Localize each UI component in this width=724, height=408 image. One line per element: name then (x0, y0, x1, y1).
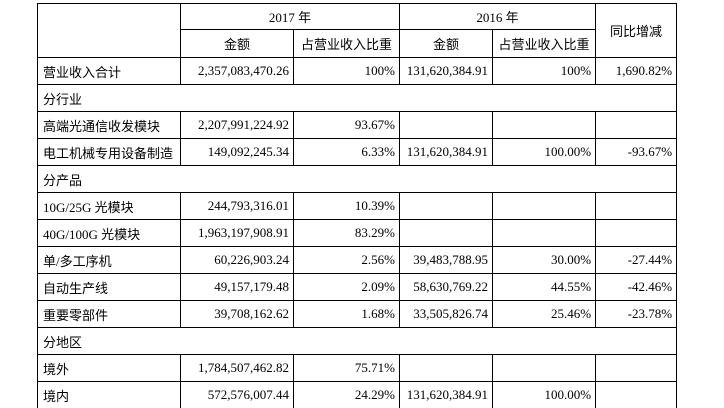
table-row: 自动生产线 49,157,179.48 2.09% 58,630,769.22 44.5… (37, 273, 678, 301)
proportion-2016-cell: 44.55% (492, 273, 597, 301)
row-label: 境内 (37, 381, 181, 408)
section-row: 分地区 (36, 327, 678, 355)
header-proportion-2017: 占营业收入比重 (292, 29, 401, 58)
header-row-years: 2017 年 2016 年 同比增减 (37, 3, 678, 58)
header-year-2017: 2017 年 (179, 3, 401, 30)
section-row: 分产品 (36, 165, 678, 193)
table-row: 40G/100G 光模块 1,963,197,908.91 83.29% (37, 219, 678, 247)
amount-2016-cell (399, 219, 494, 247)
proportion-2017-cell: 2.56% (292, 246, 401, 274)
amount-2016-cell: 33,505,826.74 (399, 300, 494, 328)
proportion-2017-cell: 6.33% (292, 138, 401, 166)
row-label: 营业收入合计 (37, 57, 181, 85)
proportion-2016-cell: 100% (492, 57, 597, 85)
table-body: 营业收入合计 2,357,083,470.26 100% 131,620,384.91… (36, 57, 678, 408)
amount-2017-cell: 2,207,991,224.92 (180, 111, 294, 139)
yoy-cell (595, 381, 678, 408)
row-label: 10G/25G 光模块 (37, 192, 181, 220)
table-row: 重要零部件 39,708,162.62 1.68% 33,505,826.74 25.4… (37, 300, 678, 328)
amount-2017-cell: 2,357,083,470.26 (180, 57, 294, 85)
table-row: 营业收入合计 2,357,083,470.26 100% 131,620,384.91… (37, 57, 678, 85)
proportion-2016-cell: 100.00% (492, 381, 597, 408)
amount-2016-cell: 131,620,384.91 (399, 138, 494, 166)
amount-2017-cell: 149,092,245.34 (180, 138, 294, 166)
proportion-2017-cell: 1.68% (292, 300, 401, 328)
section-label: 分行业 (36, 84, 678, 112)
proportion-2016-cell: 30.00% (492, 246, 597, 274)
header-row-metrics: 金额 占营业收入比重 金额 占营业收入比重 (38, 29, 677, 58)
table-row: 单/多工序机 60,226,903.24 2.56% 39,483,788.95 30.… (37, 246, 678, 274)
amount-2017-cell: 572,576,007.44 (180, 381, 294, 408)
amount-2016-cell (399, 354, 494, 382)
yoy-cell: -23.78% (595, 300, 678, 328)
amount-2017-cell: 1,784,507,462.82 (180, 354, 294, 382)
corner-cell (37, 3, 181, 58)
amount-2016-cell (399, 111, 494, 139)
proportion-2017-cell: 93.67% (292, 111, 401, 139)
row-label: 单/多工序机 (37, 246, 181, 274)
proportion-2016-cell (492, 192, 597, 220)
table-row: 境内 572,576,007.44 24.29% 131,620,384.91 100.… (37, 381, 678, 408)
amount-2017-cell: 60,226,903.24 (180, 246, 294, 274)
proportion-2017-cell: 100% (292, 57, 401, 85)
table-row: 境外 1,784,507,462.82 75.71% (37, 354, 678, 382)
amount-2017-cell: 1,963,197,908.91 (180, 219, 294, 247)
table-row: 电工机械专用设备制造 149,092,245.34 6.33% 131,620,384… (37, 138, 678, 166)
amount-2017-cell: 39,708,162.62 (180, 300, 294, 328)
yoy-cell: 1,690.82% (595, 57, 678, 85)
yoy-cell (595, 192, 678, 220)
proportion-2017-cell: 24.29% (292, 381, 401, 408)
proportion-2016-cell: 25.46% (492, 300, 597, 328)
proportion-2017-cell: 75.71% (292, 354, 401, 382)
yoy-cell (595, 354, 678, 382)
row-label: 自动生产线 (37, 273, 181, 301)
row-label: 高端光通信收发模块 (37, 111, 181, 139)
amount-2016-cell: 58,630,769.22 (399, 273, 494, 301)
proportion-2016-cell: 100.00% (492, 138, 597, 166)
section-label: 分地区 (36, 327, 678, 355)
yoy-cell (595, 219, 678, 247)
table-row: 高端光通信收发模块 2,207,991,224.92 93.67% (37, 111, 678, 139)
row-label: 电工机械专用设备制造 (37, 138, 181, 166)
proportion-2016-cell (492, 111, 597, 139)
proportion-2017-cell: 10.39% (292, 192, 401, 220)
header-proportion-2016: 占营业收入比重 (492, 29, 597, 58)
amount-2017-cell: 49,157,179.48 (180, 273, 294, 301)
yoy-cell: -93.67% (595, 138, 678, 166)
table-row: 10G/25G 光模块 244,793,316.01 10.39% (37, 192, 678, 220)
amount-2017-cell: 244,793,316.01 (180, 192, 294, 220)
row-label: 40G/100G 光模块 (37, 219, 181, 247)
header-amount-2016: 金额 (399, 29, 494, 58)
row-label: 重要零部件 (37, 300, 181, 328)
yoy-cell (595, 111, 678, 139)
header-year-2016: 2016 年 (399, 3, 597, 30)
header-amount-2017: 金额 (180, 29, 294, 58)
section-row: 分行业 (36, 84, 678, 112)
proportion-2017-cell: 83.29% (292, 219, 401, 247)
revenue-breakdown-table: 2017 年 2016 年 同比增减 金额 占营业收入比重 金额 占营业收入比重… (36, 3, 678, 408)
table-header: 2017 年 2016 年 同比增减 金额 占营业收入比重 金额 占营业收入比重 (37, 3, 678, 58)
amount-2016-cell: 131,620,384.91 (399, 381, 494, 408)
amount-2016-cell (399, 192, 494, 220)
yoy-cell: -27.44% (595, 246, 678, 274)
amount-2016-cell: 39,483,788.95 (399, 246, 494, 274)
proportion-2017-cell: 2.09% (292, 273, 401, 301)
proportion-2016-cell (492, 354, 597, 382)
yoy-cell: -42.46% (595, 273, 678, 301)
section-label: 分产品 (36, 165, 678, 193)
row-label: 境外 (37, 354, 181, 382)
amount-2016-cell: 131,620,384.91 (399, 57, 494, 85)
header-yoy-change: 同比增减 (595, 3, 678, 58)
proportion-2016-cell (492, 219, 597, 247)
